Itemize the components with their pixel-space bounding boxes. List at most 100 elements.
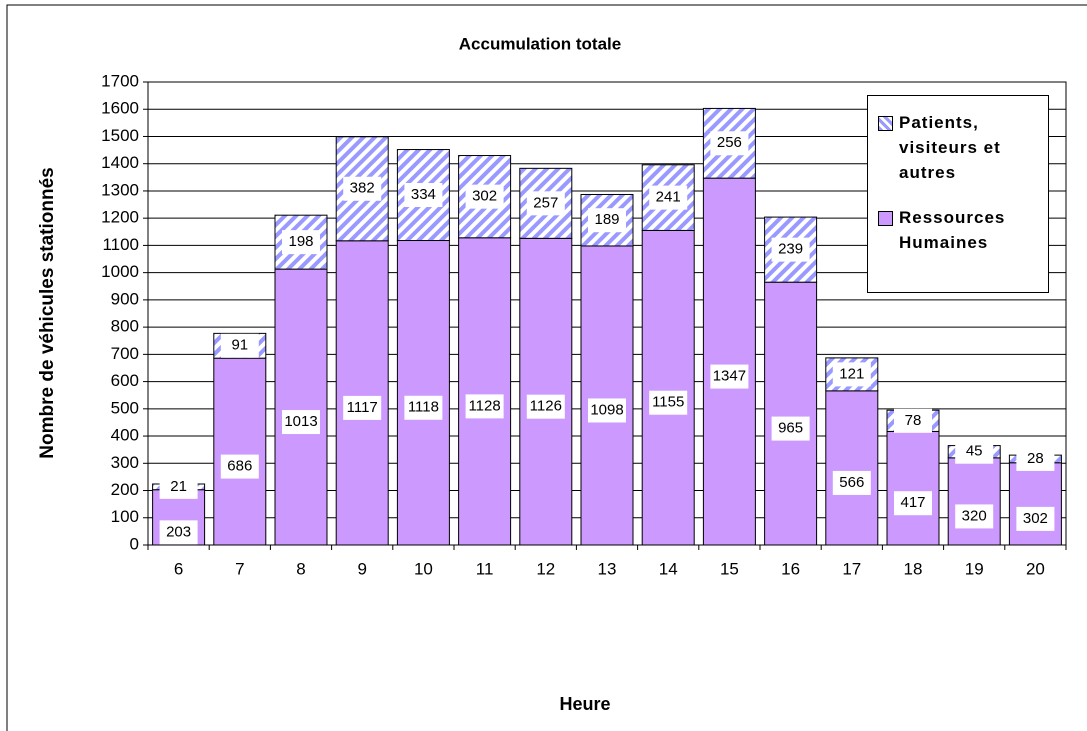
label-box	[588, 208, 626, 233]
label-box	[832, 362, 871, 387]
data-label: 28	[1027, 450, 1044, 467]
data-label: 1098	[590, 401, 623, 418]
y-tick-label: 700	[111, 344, 139, 363]
label-box	[526, 191, 565, 216]
y-tick-label: 1600	[101, 99, 139, 118]
data-label: 1155	[652, 394, 684, 411]
data-label: 334	[411, 186, 436, 203]
bar-segment	[1008, 462, 1062, 546]
x-tick-label: 8	[296, 559, 305, 578]
data-label: 189	[594, 211, 619, 228]
bar-segment	[396, 240, 450, 546]
label-box	[894, 408, 932, 433]
data-label: 686	[227, 458, 252, 475]
data-label: 1347	[713, 368, 746, 385]
x-tick-label: 6	[174, 559, 183, 578]
label-box	[159, 520, 198, 545]
label-box	[343, 176, 382, 201]
label-box	[649, 185, 688, 210]
label-box	[832, 470, 871, 495]
y-tick-label: 1200	[101, 208, 139, 227]
x-tick-label: 18	[904, 559, 923, 578]
y-axis-title: Nombre de véhicules stationnés	[37, 167, 58, 458]
label-box	[526, 394, 565, 419]
data-label: 121	[839, 365, 864, 382]
data-label: 91	[231, 337, 248, 354]
frame	[6, 4, 1087, 731]
y-tick-label: 1300	[101, 180, 139, 199]
y-tick-label: 300	[111, 453, 139, 472]
legend-swatch	[878, 211, 893, 226]
bar-segment	[519, 237, 573, 546]
data-label: 1126	[530, 398, 562, 415]
y-tick-label: 1700	[101, 71, 139, 90]
label-box	[710, 131, 749, 156]
x-tick-label: 10	[414, 559, 433, 578]
bar-segment	[580, 245, 634, 546]
data-label: 1117	[347, 399, 378, 416]
x-tick-label: 19	[965, 559, 984, 578]
bar-segment	[458, 237, 512, 546]
label-box	[649, 390, 688, 415]
data-label: 198	[288, 233, 313, 250]
data-label: 965	[778, 420, 803, 437]
y-tick-label: 800	[111, 317, 139, 336]
bar-segment	[335, 240, 389, 546]
data-label: 382	[350, 180, 375, 197]
data-label: 302	[472, 188, 497, 205]
label-box	[465, 184, 504, 209]
data-label: 45	[966, 443, 983, 460]
label-box	[771, 416, 810, 441]
x-tick-label: 13	[598, 559, 617, 578]
chart-title: Accumulation totale	[459, 34, 621, 53]
x-tick-label: 16	[781, 559, 800, 578]
label-box	[588, 398, 626, 423]
x-tick-label: 12	[536, 559, 555, 578]
x-tick-label: 17	[842, 559, 861, 578]
label-box	[404, 183, 443, 208]
label-box	[282, 230, 320, 255]
y-tick-label: 100	[111, 507, 139, 526]
x-tick-label: 15	[720, 559, 739, 578]
data-label: 417	[900, 494, 925, 511]
label-box	[343, 395, 382, 420]
data-label: 203	[166, 523, 191, 540]
bar-segment	[274, 268, 328, 546]
label-box	[894, 491, 932, 516]
x-tick-label: 9	[357, 559, 366, 578]
label-box	[465, 394, 504, 419]
legend-label: Ressources Humaines	[899, 208, 1006, 252]
x-tick-label: 11	[476, 559, 494, 578]
data-label: 239	[778, 241, 803, 258]
data-label: 1128	[468, 397, 500, 414]
label-box	[1016, 446, 1055, 471]
x-axis-title: Heure	[559, 694, 610, 714]
y-tick-label: 1100	[102, 235, 139, 254]
data-label: 302	[1023, 510, 1048, 527]
label-box	[710, 364, 749, 389]
y-tick-label: 1500	[101, 126, 139, 145]
label-box	[771, 237, 810, 262]
label-box	[220, 333, 259, 358]
label-box	[955, 504, 994, 529]
bar-segment	[702, 177, 756, 546]
x-tick-label: 14	[659, 559, 678, 578]
label-box	[220, 454, 259, 479]
data-label: 257	[533, 194, 558, 211]
y-tick-label: 400	[111, 426, 139, 445]
y-tick-label: 500	[111, 398, 139, 417]
bar-segment	[825, 390, 879, 546]
x-tick-label: 20	[1026, 559, 1045, 578]
bar-segment	[764, 281, 818, 546]
label-box	[159, 474, 198, 499]
bar-segment	[886, 430, 940, 546]
legend: Patients, visiteurs et autres Ressources …	[867, 95, 1049, 293]
label-box	[1016, 506, 1055, 531]
y-tick-label: 0	[130, 534, 139, 553]
label-box	[282, 410, 320, 435]
y-tick-label: 200	[111, 480, 139, 499]
data-label: 21	[170, 478, 187, 495]
bar-segment	[947, 457, 1001, 546]
label-box	[404, 395, 443, 420]
